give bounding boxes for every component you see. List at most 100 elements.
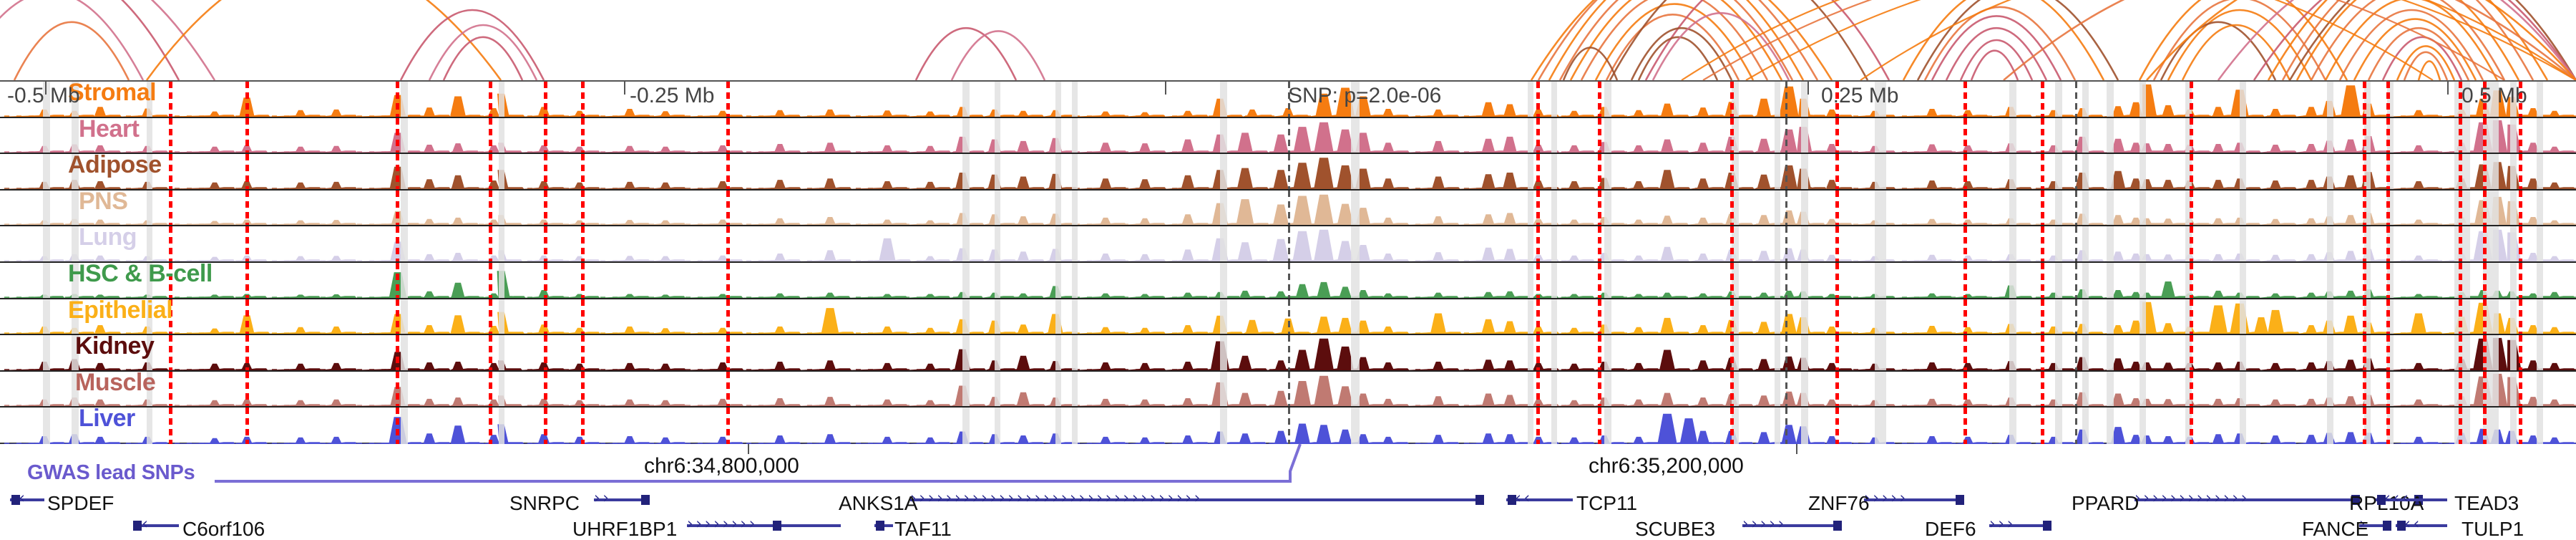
gwas-snp-marker-line[interactable] [1835, 82, 1839, 117]
gwas-snp-marker-line[interactable] [2386, 299, 2390, 334]
gwas-snp-marker-line[interactable] [2363, 371, 2366, 407]
track-row-pns[interactable]: PNS [0, 190, 2576, 227]
track-label-stromal[interactable]: Stromal [68, 82, 157, 106]
gwas-snp-marker-line[interactable] [2190, 408, 2193, 444]
gwas-snp-marker-line[interactable] [1963, 154, 1967, 189]
gwas-snp-marker-line[interactable] [245, 154, 249, 189]
gwas-snp-marker-line[interactable] [2190, 299, 2193, 334]
track-row-kidney[interactable]: Kidney [0, 335, 2576, 372]
gene-name-label[interactable]: SCUBE3 [1635, 518, 1716, 540]
gene-name-label[interactable]: FANCE [2302, 518, 2369, 540]
gene-name-label[interactable]: ZNF76 [1808, 492, 1870, 514]
gwas-snp-marker-line[interactable] [726, 82, 730, 117]
gwas-snp-marker-line[interactable] [489, 299, 492, 334]
gwas-snp-marker-line[interactable] [489, 226, 492, 261]
gwas-snp-marker-line[interactable] [2483, 82, 2487, 117]
gwas-snp-marker-line[interactable] [544, 408, 547, 444]
gwas-snp-marker-line[interactable] [245, 82, 249, 117]
gwas-snp-marker-line[interactable] [489, 335, 492, 370]
gwas-snp-marker-line[interactable] [245, 299, 249, 334]
gwas-snp-marker-line[interactable] [2190, 262, 2193, 298]
track-label-muscle[interactable]: Muscle [75, 371, 156, 396]
gwas-snp-marker-line[interactable] [2459, 371, 2462, 407]
track-row-epithelial[interactable]: Epithelial [0, 299, 2576, 336]
gwas-snp-marker-line[interactable] [2519, 226, 2522, 261]
gwas-snp-marker-line[interactable] [1598, 226, 1601, 261]
gwas-snp-marker-line[interactable] [489, 408, 492, 444]
gene-name-label[interactable]: SPDEF [47, 492, 114, 514]
gwas-snp-marker-line[interactable] [2041, 154, 2044, 189]
gwas-snp-marker-line[interactable] [581, 335, 585, 370]
gwas-snp-marker-line[interactable] [1598, 408, 1601, 444]
gwas-snp-marker-line[interactable] [544, 82, 547, 117]
gwas-snp-marker-line[interactable] [1536, 371, 1540, 407]
gwas-snp-marker-line[interactable] [2483, 335, 2487, 370]
gwas-snp-marker-line[interactable] [1598, 299, 1601, 334]
gwas-snp-marker-line[interactable] [1835, 335, 1839, 370]
gwas-snp-marker-line[interactable] [169, 117, 172, 153]
gwas-snp-marker-line[interactable] [2386, 117, 2390, 153]
gwas-snp-marker-line[interactable] [2483, 154, 2487, 189]
gwas-snp-marker-line[interactable] [581, 408, 585, 444]
gwas-snp-marker-line[interactable] [1730, 408, 1734, 444]
gwas-snp-marker-line[interactable] [2459, 262, 2462, 298]
gwas-snp-marker-line[interactable] [1963, 262, 1967, 298]
track-row-heart[interactable]: Heart [0, 117, 2576, 155]
gwas-snp-marker-line[interactable] [2363, 408, 2366, 444]
gwas-snp-marker-line[interactable] [726, 117, 730, 153]
gwas-snp-marker-line[interactable] [2459, 299, 2462, 334]
gwas-snp-marker-line[interactable] [1730, 226, 1734, 261]
gwas-snp-marker-line[interactable] [2386, 154, 2390, 189]
track-row-adipose[interactable]: Adipose [0, 154, 2576, 191]
gwas-snp-marker-line[interactable] [581, 117, 585, 153]
gwas-snp-marker-line[interactable] [1963, 226, 1967, 261]
gwas-snp-marker-line[interactable] [169, 371, 172, 407]
gwas-snp-marker-line[interactable] [726, 371, 730, 407]
gwas-snp-marker-line[interactable] [1963, 371, 1967, 407]
gwas-snp-marker-line[interactable] [1536, 226, 1540, 261]
gwas-snp-marker-line[interactable] [2190, 82, 2193, 117]
gwas-snp-marker-line[interactable] [1835, 117, 1839, 153]
track-label-heart[interactable]: Heart [79, 117, 140, 143]
gwas-snp-marker-line[interactable] [169, 226, 172, 261]
gwas-snp-marker-line[interactable] [2190, 154, 2193, 189]
gwas-snp-marker-line[interactable] [1835, 299, 1839, 334]
gwas-snp-marker-line[interactable] [2041, 371, 2044, 407]
gwas-snp-marker-line[interactable] [2386, 82, 2390, 117]
gwas-snp-marker-line[interactable] [2041, 262, 2044, 298]
gwas-snp-marker-line[interactable] [2386, 408, 2390, 444]
gwas-snp-marker-line[interactable] [1536, 299, 1540, 334]
gwas-snp-marker-line[interactable] [2363, 226, 2366, 261]
gwas-snp-marker-line[interactable] [2041, 226, 2044, 261]
gwas-snp-marker-line[interactable] [2459, 226, 2462, 261]
gwas-snp-marker-line[interactable] [2459, 117, 2462, 153]
gwas-snp-marker-line[interactable] [2459, 82, 2462, 117]
gwas-snp-marker-line[interactable] [1730, 82, 1734, 117]
gwas-snp-marker-line[interactable] [544, 226, 547, 261]
gwas-snp-marker-line[interactable] [2363, 82, 2366, 117]
gwas-snp-marker-line[interactable] [489, 262, 492, 298]
gene-name-label[interactable]: UHRF1BP1 [572, 518, 678, 540]
gwas-snp-marker-line[interactable] [1835, 371, 1839, 407]
gwas-snp-marker-line[interactable] [2483, 371, 2487, 407]
gwas-snp-marker-line[interactable] [396, 335, 399, 370]
gwas-snp-marker-line[interactable] [2519, 371, 2522, 407]
track-row-hsc-b-cell[interactable]: HSC & B-cell [0, 262, 2576, 299]
gwas-snp-marker-line[interactable] [581, 262, 585, 298]
gwas-snp-marker-line[interactable] [2459, 190, 2462, 226]
gwas-snp-marker-line[interactable] [2041, 82, 2044, 117]
track-row-lung[interactable]: Lung [0, 226, 2576, 263]
gwas-snp-marker-line[interactable] [1598, 82, 1601, 117]
gwas-snp-marker-line[interactable] [2519, 335, 2522, 370]
gwas-snp-marker-line[interactable] [2519, 299, 2522, 334]
gwas-snp-marker-line[interactable] [245, 226, 249, 261]
gwas-snp-marker-line[interactable] [2459, 335, 2462, 370]
gwas-snp-marker-line[interactable] [1835, 190, 1839, 226]
gwas-snp-marker-line[interactable] [2519, 408, 2522, 444]
gwas-snp-marker-line[interactable] [489, 154, 492, 189]
gwas-snp-marker-line[interactable] [1963, 82, 1967, 117]
gwas-snp-marker-line[interactable] [1963, 299, 1967, 334]
gwas-snp-marker-line[interactable] [2483, 226, 2487, 261]
track-label-liver[interactable]: Liver [79, 408, 135, 433]
track-label-pns[interactable]: PNS [79, 190, 128, 215]
